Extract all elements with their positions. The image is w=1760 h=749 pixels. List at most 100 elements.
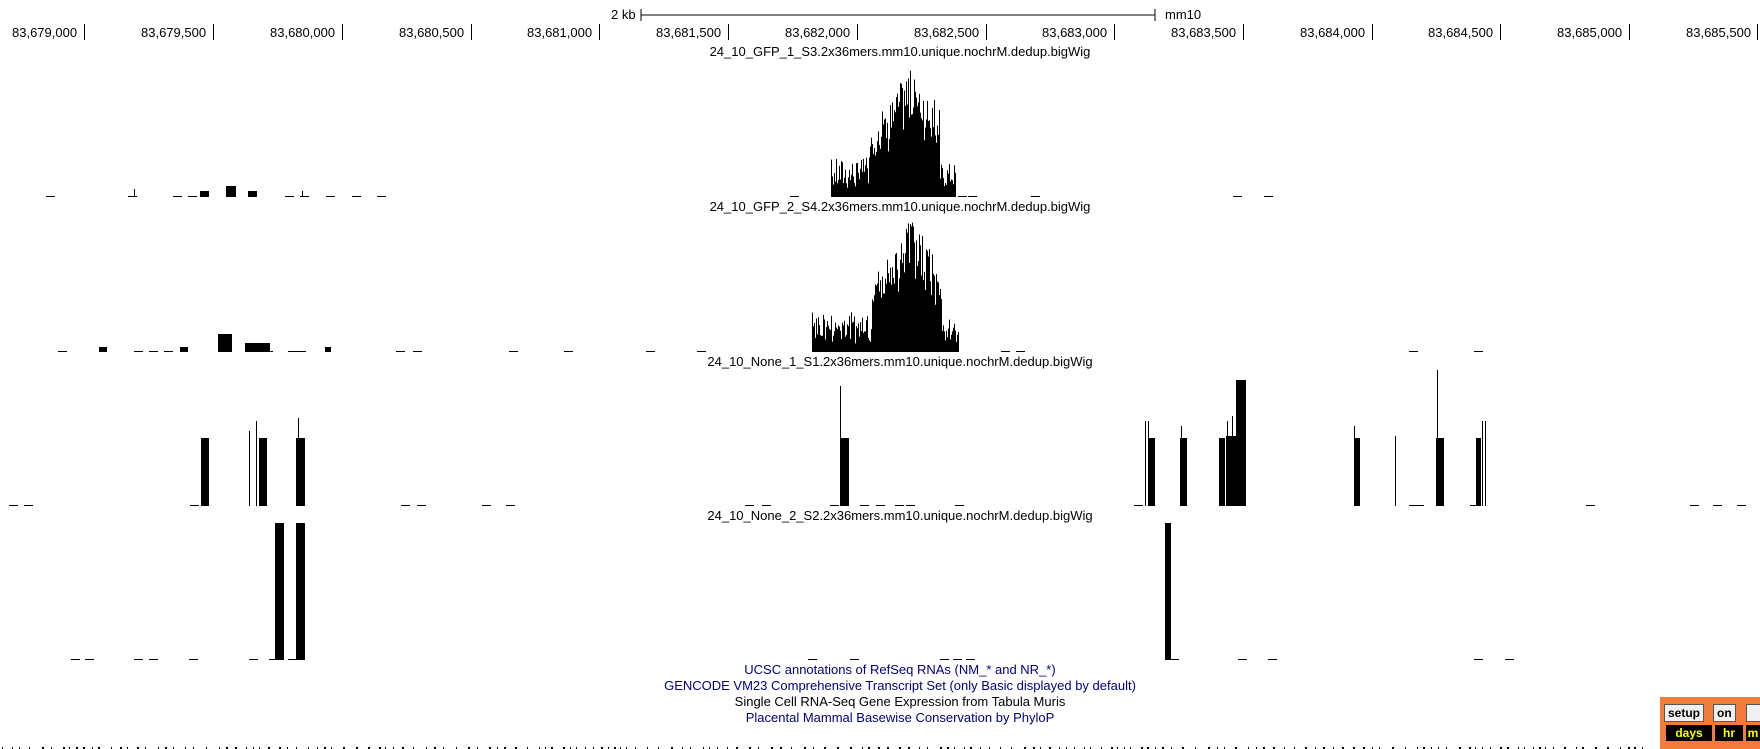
signal-baseline (506, 505, 515, 506)
conservation-tick (1117, 747, 1118, 749)
signal-bar (893, 277, 894, 352)
conservation-tick (1539, 747, 1541, 749)
conservation-tick (1545, 747, 1546, 749)
signal-baseline (417, 505, 426, 506)
coord-label: 83,682,000 (785, 25, 851, 40)
refseq-track-link[interactable]: UCSC annotations of RefSeq RNAs (NM_* an… (744, 662, 1056, 677)
signal-baseline (906, 505, 915, 506)
signal-bar (920, 112, 921, 197)
signal-bar (830, 330, 831, 352)
signal-bar (897, 269, 898, 352)
signal-bar (854, 316, 855, 352)
extra-button[interactable] (1746, 704, 1760, 722)
conservation-tick (1405, 747, 1406, 749)
signal-bar (1219, 438, 1225, 506)
signal-bar (937, 125, 938, 197)
signal-bar (856, 163, 857, 197)
signal-bar (908, 223, 909, 352)
setup-button[interactable]: setup (1664, 704, 1705, 722)
conservation-tick (253, 747, 254, 749)
signal-plot (71, 523, 1514, 660)
signal-bar (889, 138, 890, 197)
track-title[interactable]: 24_10_GFP_2_S4.2x36mers.mm10.unique.noch… (709, 199, 1091, 214)
signal-bar (864, 331, 865, 352)
signal-bar (875, 155, 876, 197)
on-button[interactable]: on (1713, 704, 1736, 722)
track-title[interactable]: 24_10_None_2_S2.2x36mers.mm10.unique.noc… (707, 508, 1093, 523)
signal-baseline (968, 196, 977, 197)
coord-label: 83,681,500 (656, 25, 722, 40)
track-title[interactable]: 24_10_GFP_1_S3.2x36mers.mm10.unique.noch… (709, 44, 1091, 59)
conservation-tick (1208, 747, 1210, 749)
signal-bar (941, 299, 942, 352)
signal-track-gfp-2[interactable] (0, 215, 1760, 355)
signal-bar (893, 121, 894, 197)
signal-bar (887, 259, 888, 352)
signal-bar (821, 335, 822, 352)
signal-bar (882, 276, 883, 352)
conservation-tick (145, 747, 146, 749)
conservation-tick (165, 747, 167, 749)
signal-bar (951, 179, 952, 197)
signal-track-none-1[interactable] (0, 369, 1760, 509)
conservation-tick (1423, 747, 1425, 749)
signal-bar (851, 174, 852, 197)
signal-bar (878, 271, 879, 352)
signal-baseline (134, 351, 143, 352)
signal-bar (824, 319, 825, 352)
conservation-tick (497, 747, 498, 749)
conservation-tick (780, 747, 782, 749)
signal-bar (879, 291, 880, 352)
signal-bar (952, 331, 953, 352)
signal-baseline (189, 659, 198, 660)
signal-baseline (297, 351, 306, 352)
signal-bar (870, 146, 871, 197)
conservation-tick (647, 747, 648, 749)
coord-label: 83,680,000 (270, 25, 336, 40)
scale-assembly-label: mm10 (1165, 7, 1202, 22)
signal-baseline (564, 351, 573, 352)
signal-bar (916, 97, 917, 197)
conservation-tick (1642, 747, 1643, 749)
gencode-track-link[interactable]: GENCODE VM23 Comprehensive Transcript Se… (664, 678, 1136, 693)
signal-bar (926, 119, 927, 197)
conservation-tick (862, 747, 863, 749)
conservation-tick (620, 747, 621, 749)
conservation-tick (489, 747, 491, 749)
signal-bar (948, 173, 949, 197)
signal-baseline (377, 196, 386, 197)
signal-track-gfp-1[interactable] (0, 60, 1760, 200)
signal-bar (918, 261, 919, 352)
signal-bar (870, 341, 871, 352)
coord-label: 83,684,000 (1300, 25, 1366, 40)
conservation-tick (1333, 747, 1334, 749)
signal-bar (907, 232, 908, 352)
conservation-tick (456, 747, 457, 749)
signal-baseline (697, 351, 706, 352)
signal-baseline (1474, 351, 1483, 352)
signal-bar (833, 335, 834, 352)
signal-track-none-2[interactable] (0, 523, 1760, 663)
conservation-tick (749, 747, 751, 749)
conservation-tick (824, 747, 826, 749)
conservation-tick (908, 747, 910, 749)
signal-bar (900, 83, 901, 197)
conservation-tick (551, 747, 553, 749)
signal-bar (876, 151, 877, 197)
signal-bar (945, 340, 946, 352)
phylop-track-link[interactable]: Placental Mammal Basewise Conservation b… (745, 710, 1055, 725)
coord-label: 83,683,500 (1171, 25, 1237, 40)
signal-bar (902, 87, 903, 197)
conservation-tick (690, 747, 691, 749)
signal-bar (915, 278, 916, 352)
signal-baseline (646, 351, 655, 352)
conservation-tick (1482, 747, 1483, 749)
conservation-tick (899, 747, 901, 749)
signal-bar (929, 120, 930, 197)
signal-bar (930, 127, 931, 197)
signal-bar (218, 334, 232, 352)
signal-bar (864, 171, 865, 197)
conservation-tick (539, 747, 540, 749)
track-title[interactable]: 24_10_None_1_S1.2x36mers.mm10.unique.noc… (707, 354, 1093, 369)
conservation-tick (1162, 747, 1164, 749)
